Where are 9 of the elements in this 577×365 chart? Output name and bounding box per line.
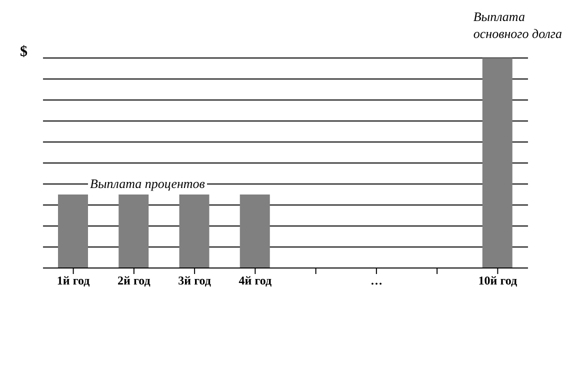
x-tick-label: 1й год [56, 274, 90, 288]
x-tick-label: 4й год [238, 274, 272, 288]
x-tick-label: … [370, 274, 382, 288]
x-tick-label: 2й год [118, 274, 150, 288]
x-tick-label: 3й год [178, 274, 211, 288]
x-tick-label: 10й год [478, 274, 518, 288]
annotation: Выплата процентов [88, 176, 207, 190]
text: Выплата основного долга [473, 8, 562, 42]
y-axis-title: $ [20, 44, 28, 61]
